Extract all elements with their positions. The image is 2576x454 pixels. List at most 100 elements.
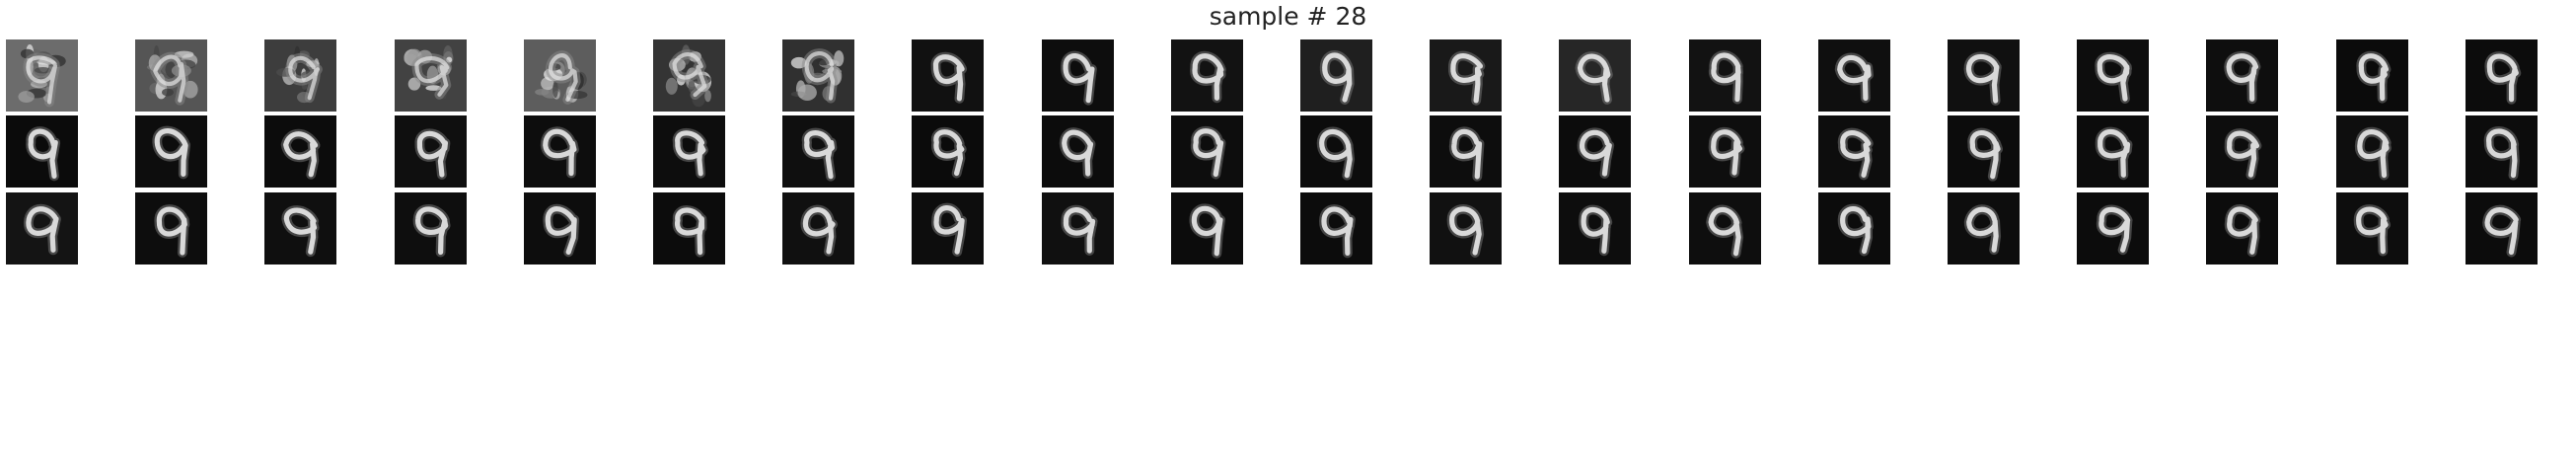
digit-panel [524,192,596,265]
digit-panel [2206,115,2278,188]
digit-panel [2077,39,2149,112]
digit-stroke [1965,53,2000,104]
panel-background [6,39,78,112]
digit-image [1430,192,1502,265]
panel-background [912,115,984,188]
panel-background [1559,192,1631,265]
digit-panel [264,115,336,188]
digit-image [1042,115,1114,188]
digit-image [653,39,725,112]
panel-background [912,39,984,112]
digit-image [2206,115,2278,188]
noise-blob [535,89,550,96]
digit-stroke [933,205,965,255]
panel-background [1818,39,1890,112]
digit-panel [1948,192,2020,265]
digit-panel [2077,115,2149,188]
panel-background [1042,39,1114,112]
digit-panel [6,115,78,188]
panel-background [2466,115,2538,188]
digit-panel [912,115,984,188]
panel-background [2466,192,2538,265]
noise-blob [834,50,845,67]
digit-stroke [1840,129,1872,178]
noise-blob [704,90,711,103]
digit-image [1430,39,1502,112]
noise-blob [34,67,52,74]
panel-background [1171,39,1243,112]
digit-panel [1430,39,1502,112]
digit-panel [1818,115,1890,188]
digit-image [2336,39,2408,112]
digit-stroke [802,207,836,255]
digit-stroke [548,53,578,102]
digit-image [1689,39,1761,112]
digit-stroke [1319,128,1353,179]
digit-image [1559,39,1631,112]
panel-background [1818,192,1890,265]
panel-background [2206,115,2278,188]
digit-image [1689,192,1761,265]
digit-stroke [1711,52,1741,103]
digit-panel [2466,192,2538,265]
digit-image [2336,192,2408,265]
digit-panel [2336,39,2408,112]
digit-panel [1689,39,1761,112]
digit-image [2206,39,2278,112]
digit-stroke [415,206,449,256]
digit-panel [524,39,596,112]
digit-panel [524,115,596,188]
digit-image [2206,192,2278,265]
digit-stroke [153,54,186,103]
digit-panel [264,192,336,265]
digit-panel [2206,39,2278,112]
panel-background [1430,192,1502,265]
digit-stroke [1969,129,2001,180]
digit-image [6,115,78,188]
panel-background [264,115,336,188]
panel-background [524,192,596,265]
digit-panel [2466,115,2538,188]
digit-panel [2077,192,2149,265]
digit-stroke [1191,205,1223,257]
digit-image [6,39,78,112]
digit-image [6,192,78,265]
digit-stroke [1837,54,1872,102]
digit-image [1559,115,1631,188]
digit-stroke [932,54,965,102]
digit-image [653,192,725,265]
panel-background [1042,115,1114,188]
digit-image [2077,192,2149,265]
digit-panel [1430,192,1502,265]
digit-panel [1042,115,1114,188]
panel-background [1689,39,1761,112]
panel-background [782,192,854,265]
digit-image [1171,39,1243,112]
digit-image [2077,115,2149,188]
digit-panel [912,39,984,112]
digit-panel [1300,39,1372,112]
digit-image [1818,192,1890,265]
panel-background [2336,115,2408,188]
digit-stroke [543,128,577,177]
digit-panel [395,39,467,112]
digit-stroke [283,131,319,178]
digit-image [1042,39,1114,112]
digit-stroke [2097,54,2130,102]
noise-blob [797,84,817,101]
digit-stroke [2358,53,2390,102]
panel-background [6,115,78,188]
digit-stroke [1708,206,1741,257]
noise-blob [162,88,174,97]
digit-stroke [1579,129,1612,177]
digit-image [2466,192,2538,265]
digit-panel [653,192,725,265]
panel-background [912,192,984,265]
digit-image [395,115,467,188]
panel-background [1430,39,1502,112]
digit-stroke [1966,206,1999,253]
digit-panel [395,115,467,188]
digit-panel [264,39,336,112]
digit-stroke [1581,207,1610,254]
digit-panel [135,192,207,265]
